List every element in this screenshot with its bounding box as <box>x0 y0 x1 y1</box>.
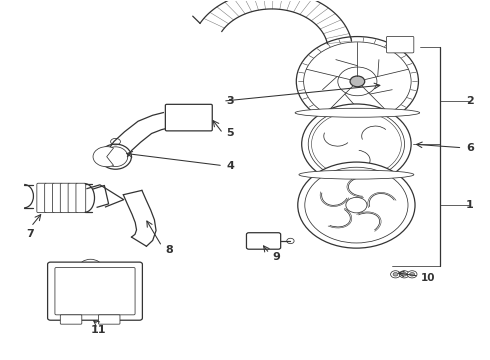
FancyBboxPatch shape <box>48 262 143 320</box>
Circle shape <box>343 134 370 154</box>
Circle shape <box>410 273 415 276</box>
FancyBboxPatch shape <box>37 183 47 213</box>
Text: 8: 8 <box>166 245 173 255</box>
FancyBboxPatch shape <box>387 36 414 53</box>
Circle shape <box>327 123 386 166</box>
FancyBboxPatch shape <box>52 183 62 213</box>
Circle shape <box>305 167 408 243</box>
Circle shape <box>391 271 400 278</box>
Text: 4: 4 <box>226 161 234 171</box>
FancyBboxPatch shape <box>246 233 281 249</box>
Text: 11: 11 <box>91 325 106 335</box>
Circle shape <box>302 104 411 184</box>
Circle shape <box>338 130 375 158</box>
Text: 6: 6 <box>466 143 474 153</box>
Circle shape <box>338 67 377 96</box>
Text: 1: 1 <box>466 200 474 210</box>
FancyBboxPatch shape <box>60 315 82 324</box>
Circle shape <box>332 126 380 162</box>
Circle shape <box>296 37 418 126</box>
Text: 2: 2 <box>466 96 474 106</box>
FancyBboxPatch shape <box>45 183 54 213</box>
Wedge shape <box>93 147 114 167</box>
Text: 9: 9 <box>273 252 281 262</box>
FancyBboxPatch shape <box>98 315 120 324</box>
Circle shape <box>298 162 415 248</box>
Text: 7: 7 <box>26 229 34 239</box>
FancyBboxPatch shape <box>68 183 78 213</box>
Circle shape <box>312 111 401 177</box>
Circle shape <box>399 271 409 278</box>
FancyBboxPatch shape <box>60 183 70 213</box>
Text: 3: 3 <box>226 96 234 106</box>
Circle shape <box>402 273 407 276</box>
Circle shape <box>88 266 94 270</box>
Circle shape <box>317 115 396 173</box>
FancyBboxPatch shape <box>76 183 86 213</box>
Circle shape <box>308 109 405 180</box>
FancyBboxPatch shape <box>55 267 135 315</box>
Circle shape <box>393 273 398 276</box>
Circle shape <box>350 76 365 87</box>
Text: 10: 10 <box>421 273 436 283</box>
Circle shape <box>304 42 411 121</box>
Circle shape <box>79 259 102 276</box>
Circle shape <box>407 271 417 278</box>
Circle shape <box>84 263 98 273</box>
FancyBboxPatch shape <box>165 104 212 131</box>
Text: 5: 5 <box>226 129 234 138</box>
Circle shape <box>346 197 367 213</box>
Ellipse shape <box>299 170 414 179</box>
Circle shape <box>322 119 391 170</box>
Ellipse shape <box>295 108 419 117</box>
